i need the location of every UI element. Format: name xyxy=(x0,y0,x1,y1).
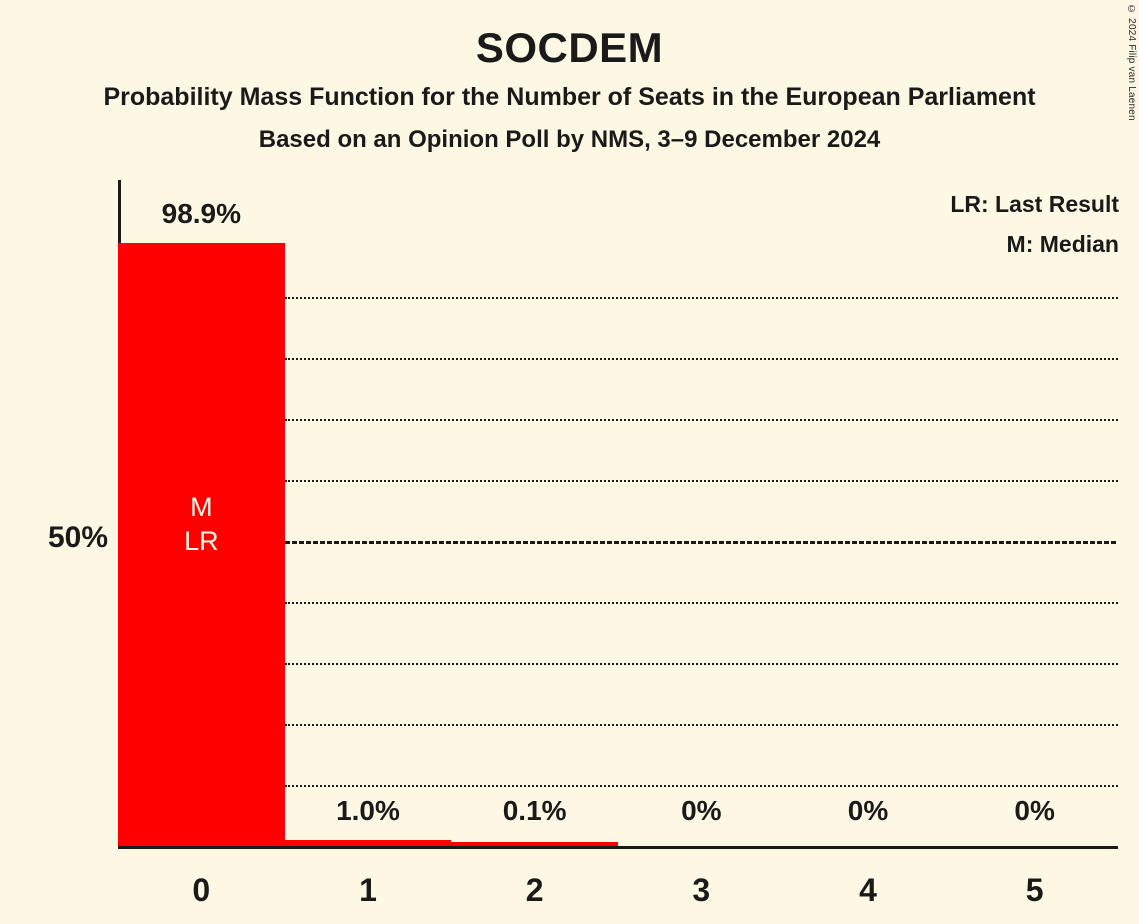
bar-0[interactable] xyxy=(118,242,285,846)
x-tick-label-4: 4 xyxy=(859,872,877,908)
gridline-10 xyxy=(285,785,1118,787)
x-tick-label-1: 1 xyxy=(359,872,377,908)
legend-entry-median: M: Median xyxy=(1006,231,1119,257)
value-label-3: 0% xyxy=(681,795,722,826)
gridline-30 xyxy=(285,663,1118,665)
chart-header: SOCDEM Probability Mass Function for the… xyxy=(0,0,1139,158)
chart-legend: LR: Last Result M: Median xyxy=(950,184,1119,264)
bar-2[interactable] xyxy=(451,842,618,846)
y-axis-tick-label-50: 50% xyxy=(47,521,108,554)
value-label-5: 0% xyxy=(1014,795,1055,826)
plot-area: 98.9% 1.0% 0.1% 0% 0% 0% M LR xyxy=(118,180,1118,849)
gridline-major-50 xyxy=(285,541,1118,544)
copyright-notice: © 2024 Filip van Laenen xyxy=(1126,4,1137,121)
chart-subtitle: Probability Mass Function for the Number… xyxy=(103,83,1036,111)
bar-marker-stack: M LR xyxy=(118,490,285,558)
x-tick-label-3: 3 xyxy=(692,872,711,908)
x-tick-label-0: 0 xyxy=(192,872,211,908)
gridline-80 xyxy=(285,358,1118,360)
x-axis-line xyxy=(118,846,1118,849)
value-label-0: 98.9% xyxy=(161,197,242,229)
gridline-70 xyxy=(285,419,1118,421)
page-title: SOCDEM xyxy=(475,24,664,71)
marker-lr: LR xyxy=(184,526,219,556)
bar-1[interactable] xyxy=(284,839,452,846)
chart-source-note: Based on an Opinion Poll by NMS, 3–9 Dec… xyxy=(258,126,881,153)
legend-entry-last-result: LR: Last Result xyxy=(950,191,1119,217)
x-tick-label-2: 2 xyxy=(525,872,544,908)
value-label-1: 1.0% xyxy=(336,795,400,826)
gridline-90 xyxy=(285,297,1118,299)
gridline-60 xyxy=(285,480,1118,482)
gridline-20 xyxy=(285,724,1118,726)
marker-m: M xyxy=(190,492,213,522)
value-label-4: 0% xyxy=(847,795,889,826)
x-tick-label-5: 5 xyxy=(1025,872,1044,908)
gridline-40 xyxy=(285,602,1118,604)
value-label-2: 0.1% xyxy=(502,795,567,826)
